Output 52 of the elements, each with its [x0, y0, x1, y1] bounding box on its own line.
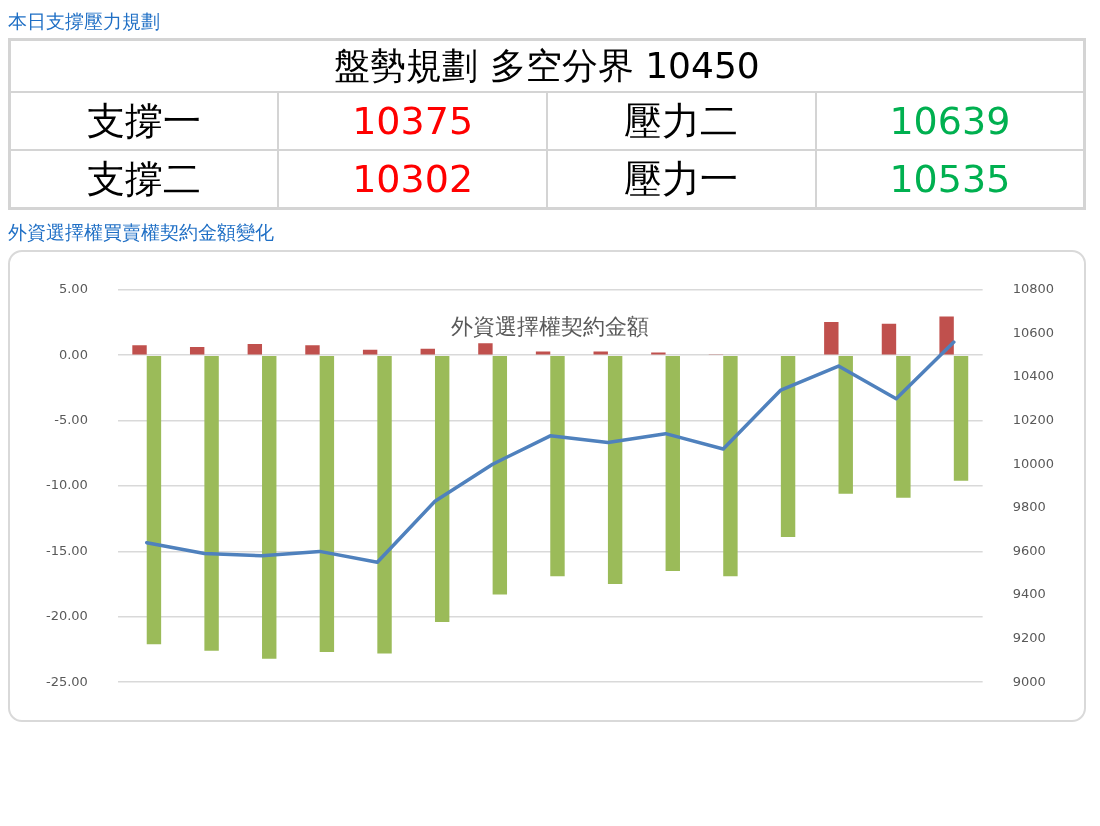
y2-tick-label: 10000 — [1012, 455, 1054, 471]
y2-tick-label: 10200 — [1012, 411, 1054, 427]
chart-title: 外資選擇權買賣權契約金額變化 — [8, 220, 275, 245]
text: 10535 — [815, 150, 1085, 209]
text: 壓力一 — [547, 150, 816, 209]
y-tick-label: -25.00 — [45, 673, 88, 689]
bar — [204, 355, 219, 651]
y-tick-label: -5.00 — [54, 411, 88, 427]
text: 本日支撐壓力規劃 — [8, 9, 161, 34]
text: 10639 — [815, 92, 1085, 150]
text: 10302 — [278, 150, 547, 209]
bar — [780, 355, 796, 538]
bar — [262, 355, 277, 659]
bar — [607, 355, 623, 585]
y-tick-label: -15.00 — [45, 542, 88, 558]
bar — [319, 355, 335, 653]
y2-tick-label: 9600 — [1012, 542, 1046, 558]
bar — [146, 355, 162, 645]
y2-tick-label: 10400 — [1012, 368, 1054, 384]
y-tick-label: 0.00 — [58, 346, 88, 362]
text: 外資選擇權契約金額 — [451, 313, 650, 339]
bar — [838, 355, 853, 494]
bar — [665, 355, 680, 572]
bar — [896, 355, 911, 498]
y2-tick-label: 10600 — [1012, 324, 1054, 340]
y-tick-label: -20.00 — [45, 608, 88, 624]
bar — [434, 355, 450, 623]
bar — [247, 344, 263, 355]
y-tick-label: 5.00 — [58, 281, 88, 297]
bar — [723, 355, 738, 577]
y-tick-label: -10.00 — [45, 477, 88, 493]
bar — [953, 355, 969, 481]
y2-tick-label: 9200 — [1012, 629, 1046, 645]
text: 支撐二 — [9, 150, 279, 209]
text: 盤勢規劃 多空分界 10450 — [9, 39, 1085, 92]
y2-tick-label: 10800 — [1012, 281, 1054, 297]
bar — [492, 355, 508, 595]
bar — [651, 352, 666, 355]
y2-tick-label: 9800 — [1012, 499, 1046, 515]
bar — [132, 345, 147, 355]
text: 壓力二 — [547, 92, 816, 150]
bar — [377, 355, 392, 654]
text: 支撐一 — [9, 92, 279, 150]
bar — [305, 345, 320, 355]
bar — [189, 346, 205, 355]
bar — [881, 323, 897, 355]
y2-tick-label: 9000 — [1012, 673, 1046, 689]
bar — [824, 321, 839, 355]
bar — [478, 343, 493, 355]
bar — [550, 355, 565, 577]
y2-tick-label: 9400 — [1012, 586, 1046, 602]
text: 10375 — [278, 92, 547, 150]
